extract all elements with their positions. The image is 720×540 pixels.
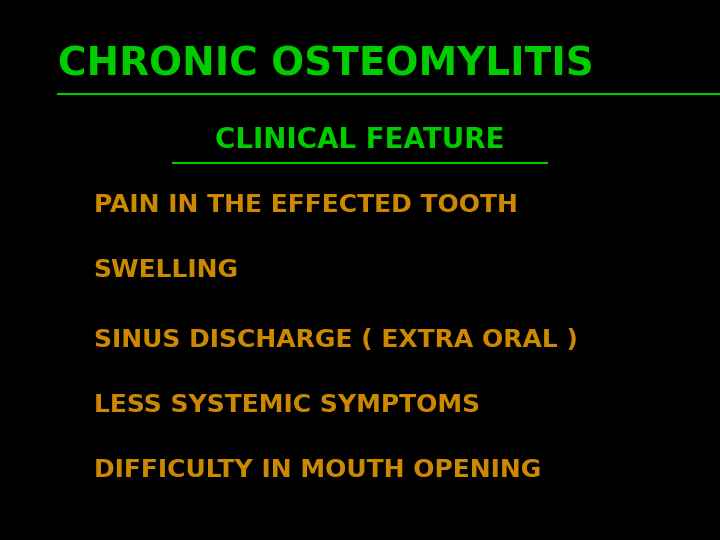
Text: PAIN IN THE EFFECTED TOOTH: PAIN IN THE EFFECTED TOOTH — [94, 193, 518, 217]
Text: CLINICAL FEATURE: CLINICAL FEATURE — [215, 126, 505, 154]
Text: DIFFICULTY IN MOUTH OPENING: DIFFICULTY IN MOUTH OPENING — [94, 458, 541, 482]
Text: SWELLING: SWELLING — [94, 258, 239, 282]
Text: CHRONIC OSTEOMYLITIS: CHRONIC OSTEOMYLITIS — [58, 46, 593, 84]
Text: LESS SYSTEMIC SYMPTOMS: LESS SYSTEMIC SYMPTOMS — [94, 393, 480, 417]
Text: SINUS DISCHARGE ( EXTRA ORAL ): SINUS DISCHARGE ( EXTRA ORAL ) — [94, 328, 577, 352]
